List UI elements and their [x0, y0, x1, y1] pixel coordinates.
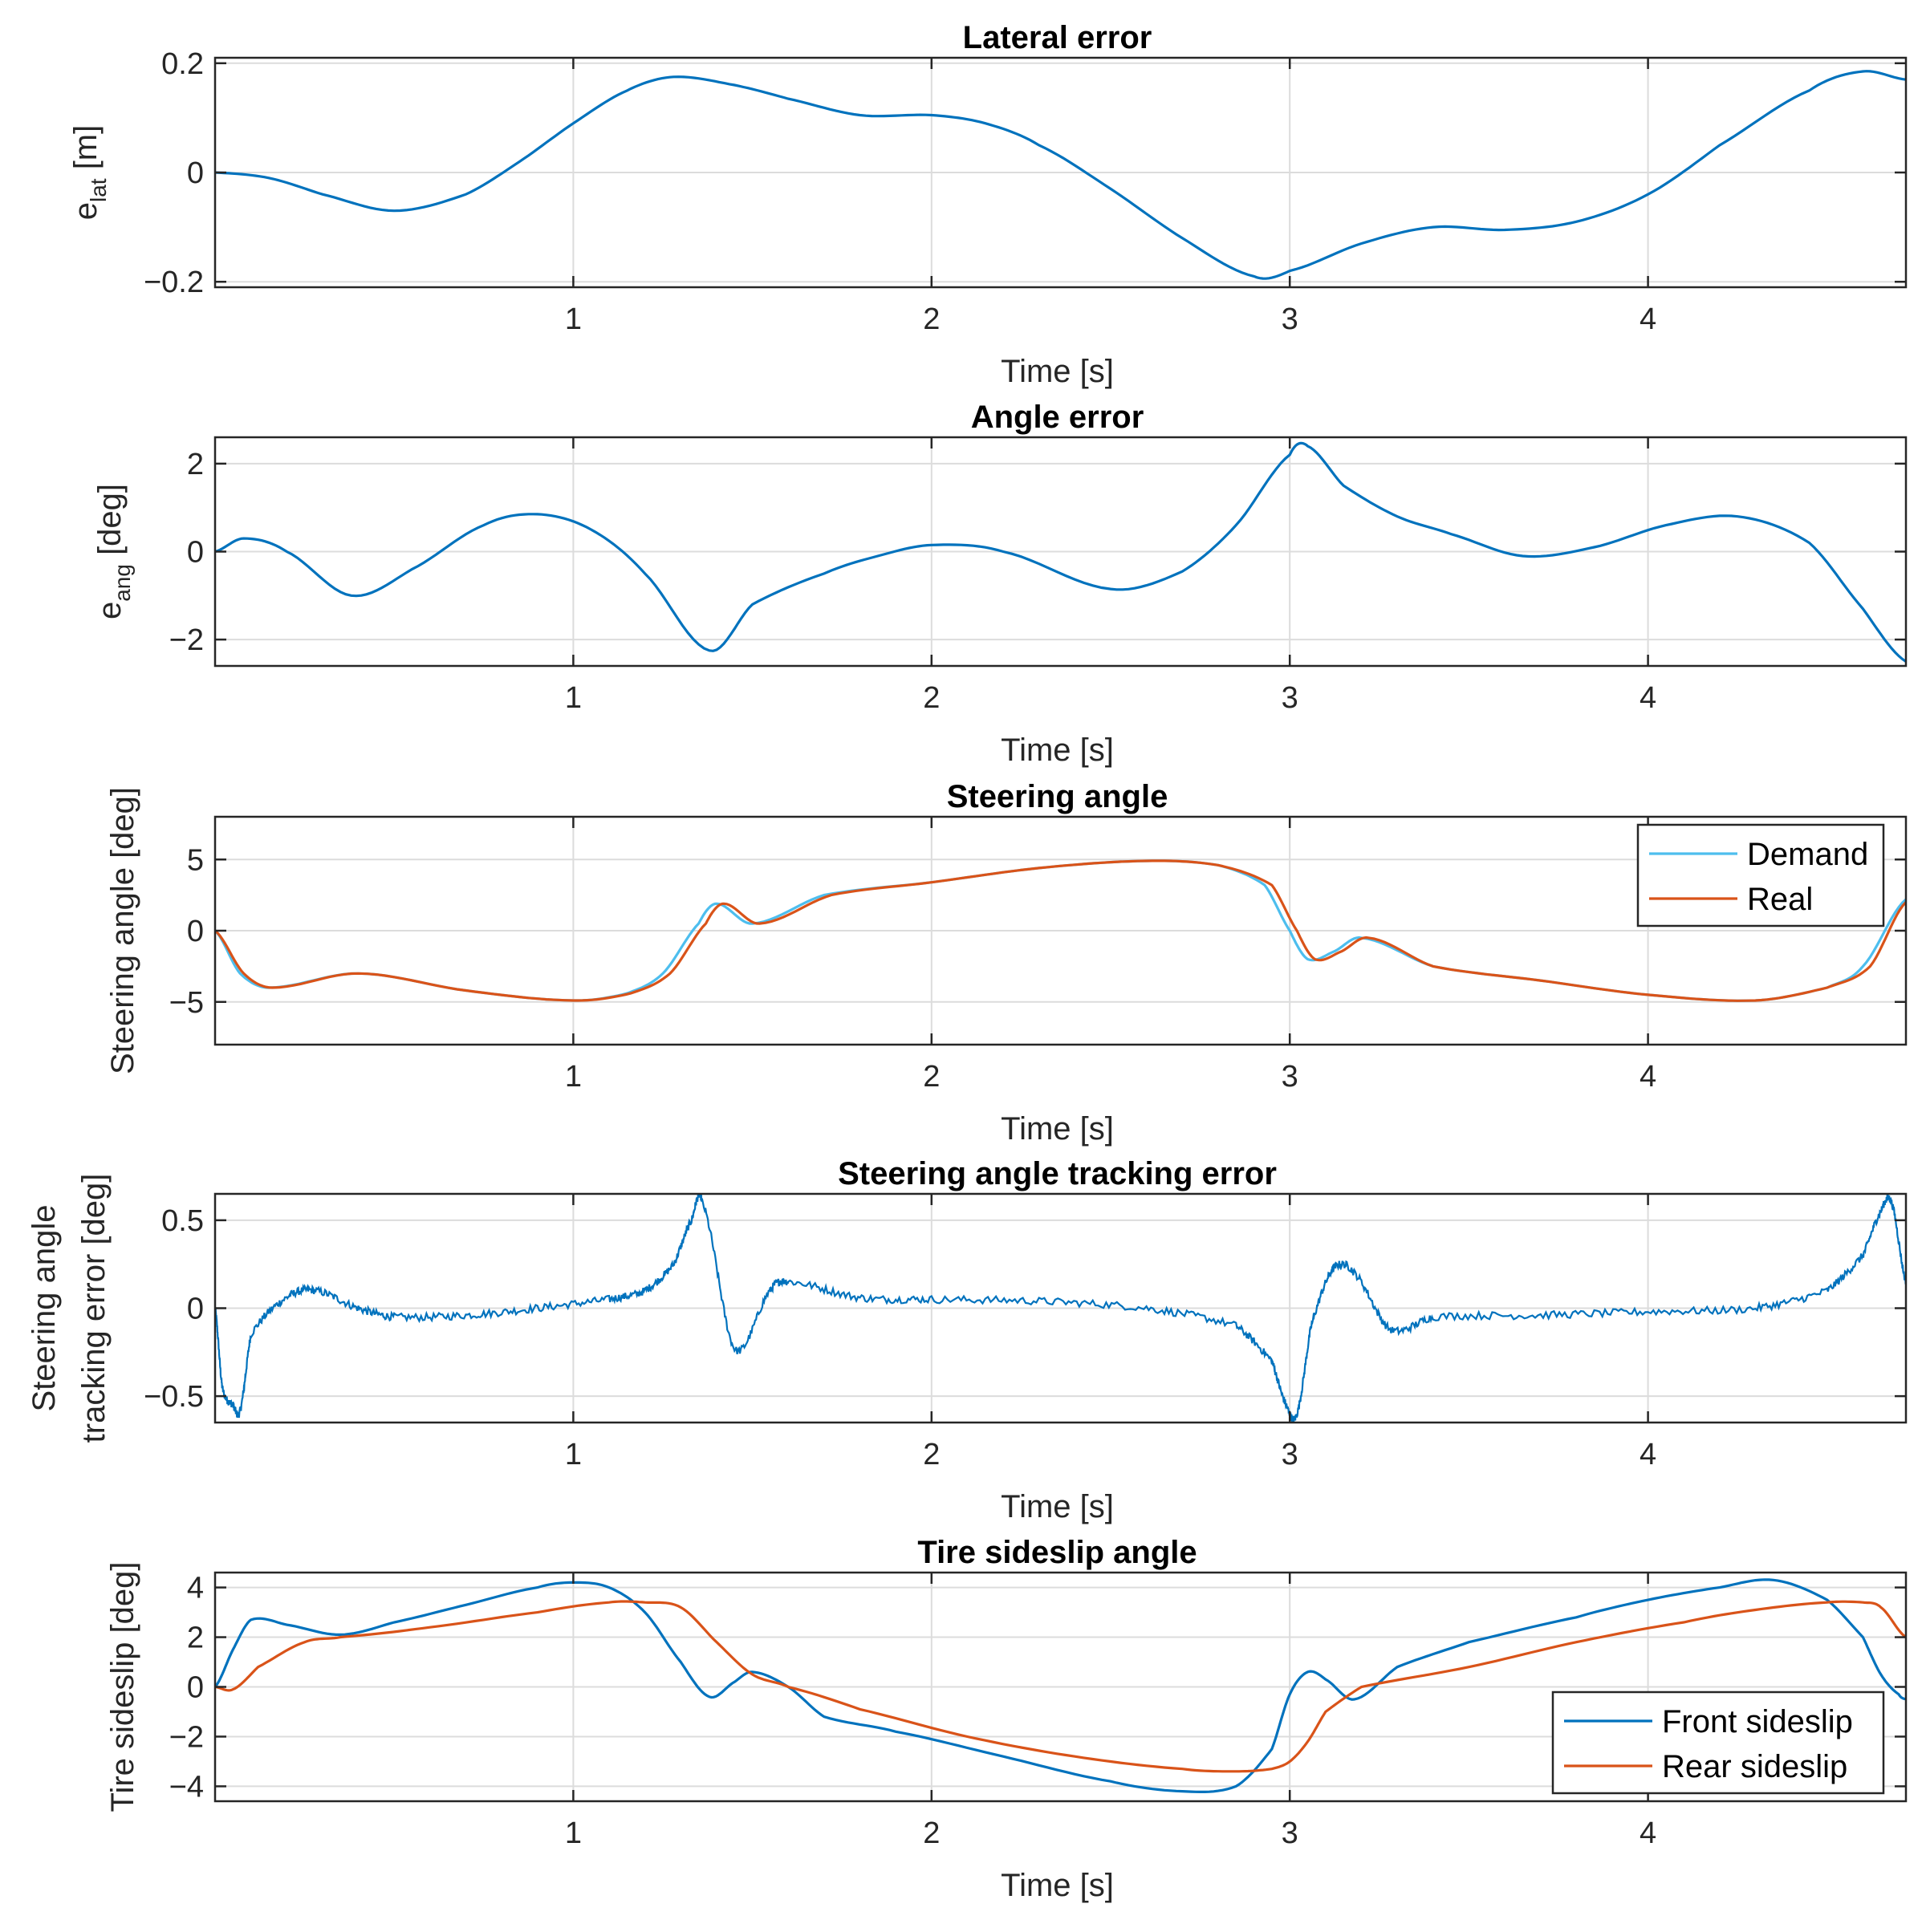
- y-axis-label-subscript: ang: [110, 564, 135, 602]
- legend-entry: Real: [1747, 882, 1813, 917]
- x-tick-label: 4: [1640, 1816, 1656, 1850]
- y-tick-label: 0: [187, 536, 204, 570]
- chart-title: Steering angle tracking error: [838, 1156, 1277, 1191]
- x-axis-label: Time [s]: [1001, 1868, 1114, 1903]
- y-axis-label-line2: tracking error [deg]: [76, 1174, 112, 1443]
- x-tick-label: 2: [923, 1816, 940, 1850]
- chart-title: Tire sideslip angle: [917, 1535, 1197, 1570]
- y-tick-label: 0: [187, 156, 204, 190]
- legend-box: [1636, 823, 1885, 927]
- legend-entry: Front sideslip: [1662, 1704, 1853, 1739]
- x-tick-label: 3: [1282, 681, 1298, 715]
- series-line-front-sideslip: [215, 1578, 1906, 1793]
- y-tick-label: 4: [187, 1572, 204, 1605]
- y-axis-label: Tire sideslip [deg]: [105, 1562, 140, 1812]
- chart-panel-5: 1 2 3 4 −4 −2 0 2 4 Tire sideslip angle Time [s] Ti…: [105, 1535, 1908, 1903]
- x-tick-label: 1: [565, 681, 582, 715]
- x-tick-label: 4: [1640, 681, 1656, 715]
- legend: Demand Real: [1636, 823, 1885, 927]
- y-axis-label-subscript: lat: [86, 178, 111, 202]
- chart-title: Lateral error: [963, 20, 1152, 55]
- x-tick-label: 1: [565, 302, 582, 336]
- legend-entry: Demand: [1747, 837, 1868, 872]
- chart-panel-1: 1 2 3 4 −0.2 0 0.2 Lateral error Time [s] elat [m…: [68, 20, 1908, 389]
- y-axis-label-main: e: [68, 202, 104, 220]
- y-tick-label: 2: [187, 448, 204, 481]
- y-tick-label: 0: [187, 1293, 204, 1326]
- y-tick-label: 0: [187, 1671, 204, 1705]
- series-line-e-lat: [215, 70, 1906, 280]
- x-tick-label: 3: [1282, 1060, 1298, 1094]
- y-tick-label: −5: [169, 986, 204, 1020]
- series-line-rear-sideslip: [215, 1600, 1906, 1773]
- series-line-e-ang: [215, 441, 1906, 663]
- x-tick-label: 3: [1282, 302, 1298, 336]
- x-tick-label: 2: [923, 1060, 940, 1094]
- x-axis-label: Time [s]: [1001, 1111, 1114, 1147]
- series-line-tracking-error: [215, 1194, 1906, 1423]
- chart-title: Steering angle: [947, 779, 1168, 814]
- y-tick-label: −0.2: [144, 266, 204, 299]
- y-tick-label: −2: [169, 1720, 204, 1754]
- y-tick-label: −0.5: [144, 1380, 204, 1414]
- x-tick-label: 4: [1640, 1438, 1656, 1471]
- legend-box: [1551, 1690, 1885, 1795]
- y-tick-label: 0.2: [161, 47, 204, 81]
- y-axis-label: elat [m]: [68, 125, 111, 221]
- y-axis-label: Steering angle [deg]: [105, 787, 140, 1074]
- y-tick-label: 2: [187, 1622, 204, 1655]
- y-tick-label: 5: [187, 843, 204, 877]
- chart-panel-3: 1 2 3 4 −5 0 5 Steering angle Time [s] Steering a…: [105, 779, 1908, 1147]
- y-tick-label: 0: [187, 915, 204, 948]
- y-axis-label-main: e: [92, 602, 128, 619]
- x-tick-label: 3: [1282, 1438, 1298, 1471]
- x-tick-label: 4: [1640, 302, 1656, 336]
- x-tick-label: 2: [923, 681, 940, 715]
- y-axis-label-unit: [m]: [68, 125, 104, 179]
- x-tick-label: 3: [1282, 1816, 1298, 1850]
- y-tick-label: −2: [169, 623, 204, 657]
- legend: Front sideslip Rear sideslip: [1551, 1690, 1885, 1795]
- x-tick-label: 1: [565, 1438, 582, 1471]
- x-tick-label: 2: [923, 302, 940, 336]
- chart-panel-4: 1 2 3 4 −0.5 0 0.5 Steering angle tracking erro…: [26, 1156, 1908, 1524]
- x-tick-label: 4: [1640, 1060, 1656, 1094]
- x-axis-label: Time [s]: [1001, 354, 1114, 389]
- chart-panel-2: 1 2 3 4 −2 0 2 Angle error Time [s] eang [deg]: [92, 400, 1908, 768]
- legend-entry: Rear sideslip: [1662, 1749, 1847, 1784]
- x-tick-label: 1: [565, 1060, 582, 1094]
- x-axis-label: Time [s]: [1001, 733, 1114, 768]
- x-axis-label: Time [s]: [1001, 1489, 1114, 1524]
- y-axis-label-unit: [deg]: [92, 484, 128, 564]
- y-tick-label: 0.5: [161, 1204, 204, 1238]
- y-tick-label: −4: [169, 1770, 204, 1804]
- y-axis-label-line1: Steering angle: [26, 1205, 62, 1412]
- chart-title: Angle error: [971, 400, 1144, 435]
- series-line-real: [215, 859, 1906, 1002]
- y-axis-label: eang [deg]: [92, 484, 135, 619]
- x-tick-label: 1: [565, 1816, 582, 1850]
- x-tick-label: 2: [923, 1438, 940, 1471]
